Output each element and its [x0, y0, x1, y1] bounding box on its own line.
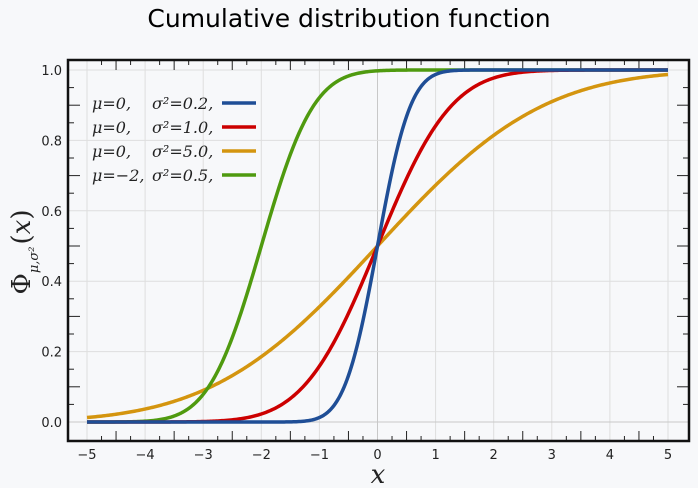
y-label-phi: Φ: [7, 273, 37, 294]
x-tick-label: −5: [77, 448, 96, 463]
x-tick-label: 0: [373, 448, 381, 463]
y-tick-label: 0.6: [41, 205, 62, 220]
legend-sigma-label: σ²=0.5,: [152, 166, 213, 185]
tick-labels: −5 −4 −3 −2 −1 0 1 2 3 4 5 0.0 0.2 0.4 0.6 0.8 1.0: [41, 64, 672, 463]
y-tick-label: 0.8: [41, 134, 62, 149]
legend-mu-label: μ=0,: [92, 94, 131, 113]
y-tick-label: 0.2: [41, 346, 62, 361]
legend-mu-label: μ=0,: [92, 142, 131, 161]
x-axis-label: x: [371, 460, 386, 488]
y-tick-label: 1.0: [41, 64, 62, 79]
y-axis-label: Φμ,σ² (x): [7, 210, 42, 295]
series-line-0: [86, 68, 669, 424]
legend-mu-label: μ=−2,: [92, 166, 144, 185]
plot-frame: [66, 58, 691, 443]
x-tick-label: 5: [664, 448, 672, 463]
legend-sigma-label: σ²=1.0,: [152, 118, 213, 137]
x-tick-label: 3: [548, 448, 556, 463]
y-label-sub: μ,σ²: [27, 246, 42, 273]
svg-text:Φμ,σ²(x): Φμ,σ² (x): [7, 210, 42, 295]
x-tick-label: −3: [194, 448, 213, 463]
y-label-open: (: [7, 234, 37, 244]
y-label-close: ): [7, 210, 37, 220]
legend-mu-label: μ=0,: [92, 118, 131, 137]
legend-sigma-label: σ²=5.0,: [152, 142, 213, 161]
grid-lines: [68, 60, 689, 441]
y-label-var: x: [7, 219, 37, 234]
y-tick-label: 0.0: [41, 416, 62, 431]
x-tick-label: −4: [136, 448, 155, 463]
x-tick-label: 4: [606, 448, 614, 463]
chart-title: Cumulative distribution function: [147, 4, 551, 33]
x-tick-label: 1: [431, 448, 439, 463]
legend: μ=0, σ²=0.2, μ=0, σ²=1.0, μ=0, σ²=5.0, μ=−2, σ²…: [92, 94, 256, 185]
series-lines: [86, 68, 669, 424]
x-tick-label: −2: [252, 448, 271, 463]
legend-sigma-label: σ²=0.2,: [152, 94, 213, 113]
x-tick-label: −1: [310, 448, 329, 463]
x-tick-label: 2: [490, 448, 498, 463]
y-tick-label: 0.4: [41, 275, 62, 290]
